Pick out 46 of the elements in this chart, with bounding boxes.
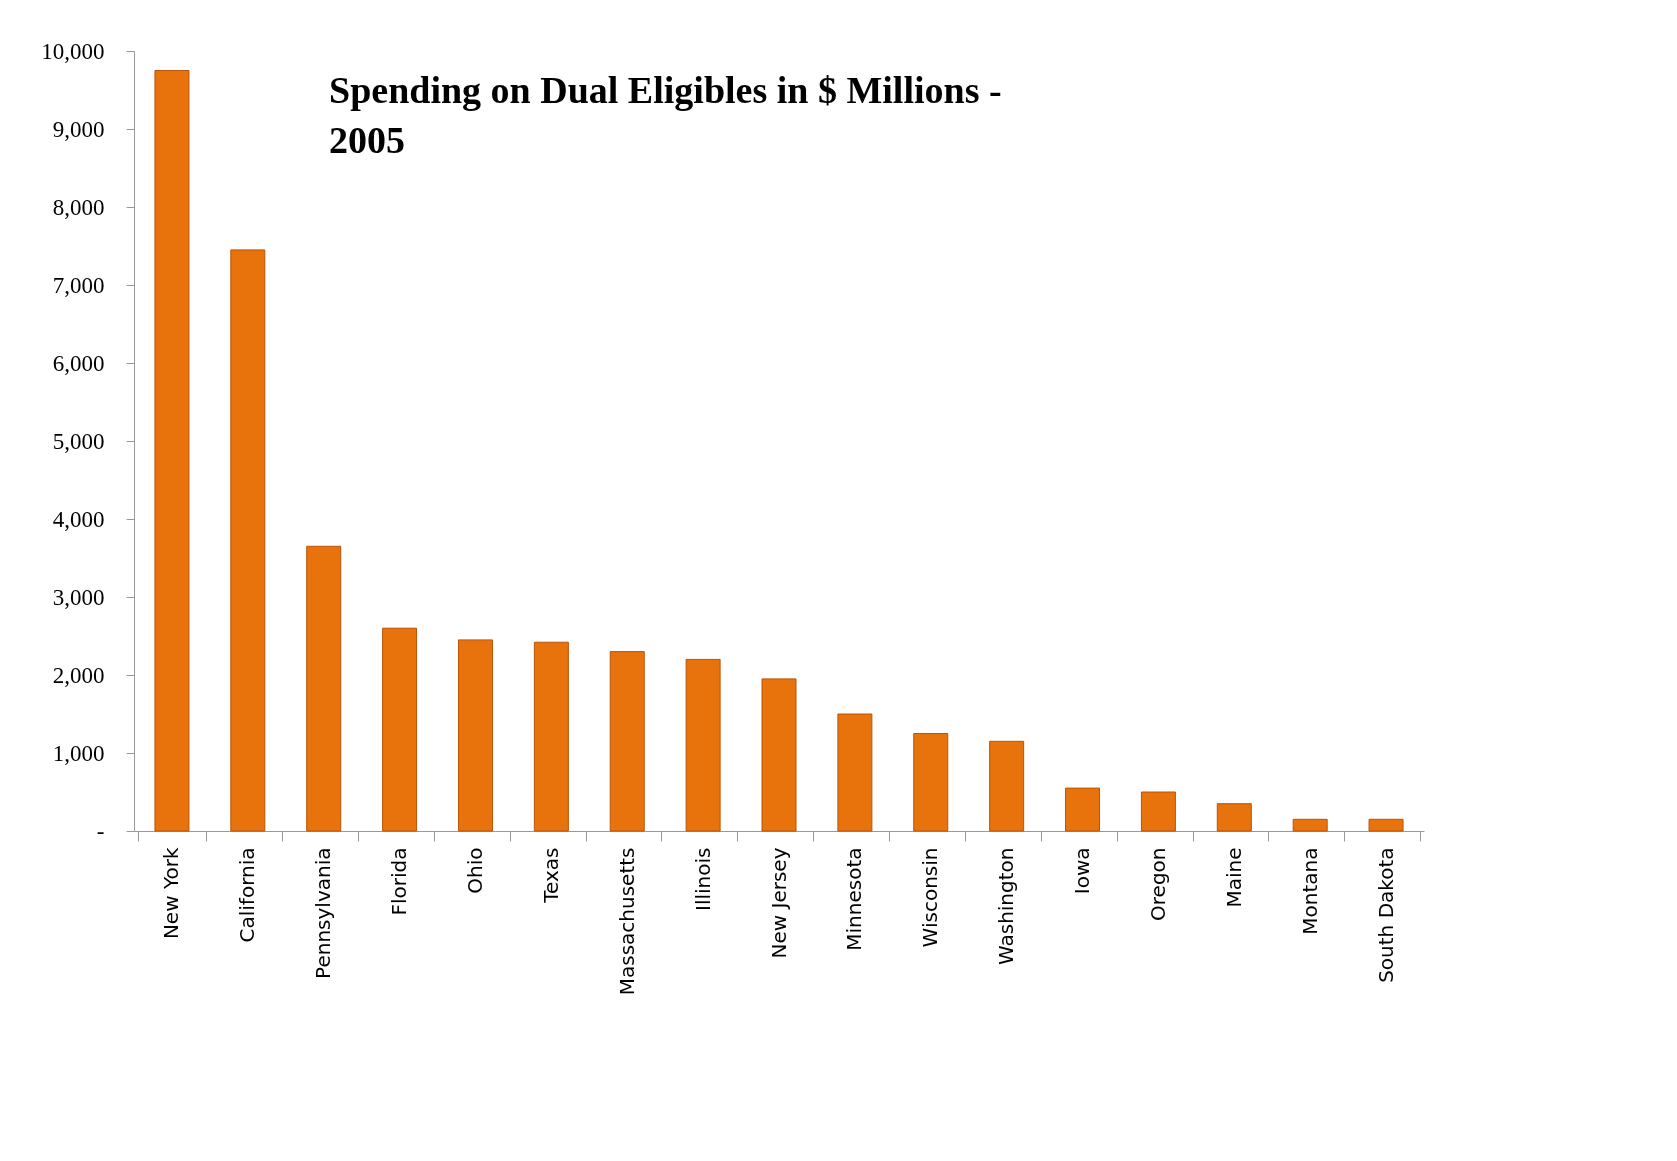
x-tick-label: Florida xyxy=(387,847,412,916)
x-tick-label: Iowa xyxy=(1070,847,1095,895)
bar xyxy=(1065,787,1101,832)
bar xyxy=(609,651,645,832)
x-tick-label: Wisconsin xyxy=(918,847,943,948)
x-tick-label: Washington xyxy=(994,847,1019,966)
y-tick-label: 5,000 xyxy=(52,428,105,454)
x-tick-label: Oregon xyxy=(1145,847,1170,921)
bar xyxy=(382,627,418,832)
y-tick-label: 3,000 xyxy=(52,584,105,610)
bar xyxy=(913,733,949,832)
x-tick-label: Montana xyxy=(1297,847,1322,935)
bar xyxy=(837,713,873,832)
bar xyxy=(154,70,190,832)
bar xyxy=(1292,818,1328,832)
bar xyxy=(1140,791,1176,832)
bar xyxy=(761,678,797,832)
y-tick-label: 1,000 xyxy=(52,740,105,766)
y-tick-label: 8,000 xyxy=(52,194,105,220)
y-tick-label: 7,000 xyxy=(52,272,105,298)
bar xyxy=(1368,818,1404,832)
bar xyxy=(306,545,342,832)
bar xyxy=(685,658,721,832)
x-tick-label: Minnesota xyxy=(842,847,867,951)
bar xyxy=(989,740,1025,832)
x-tick-label: Illinois xyxy=(690,847,715,911)
y-tick-label: 10,000 xyxy=(41,38,105,64)
y-tick-label: 4,000 xyxy=(52,506,105,532)
y-tick-label: 9,000 xyxy=(52,116,105,142)
y-tick-label: - xyxy=(96,818,105,844)
bar xyxy=(533,641,569,832)
x-tick-label: California xyxy=(235,847,260,943)
x-tick-label: Pennsylvania xyxy=(311,847,336,979)
x-tick-label: Texas xyxy=(538,847,563,904)
x-tick-label: South Dakota xyxy=(1373,847,1398,983)
x-tick-label: Maine xyxy=(1221,847,1246,908)
x-tick-label: New York xyxy=(159,847,184,940)
bar xyxy=(1216,803,1252,832)
x-tick-label: Massachusetts xyxy=(614,847,639,996)
bar xyxy=(457,639,493,832)
y-tick-label: 2,000 xyxy=(52,662,105,688)
bar xyxy=(230,249,266,832)
x-tick-label: New Jersey xyxy=(766,847,791,959)
text: Spending on Dual Eligibles in $ Millions - 2005 xyxy=(329,69,1002,161)
y-tick-label: 6,000 xyxy=(52,350,105,376)
x-tick-label: Ohio xyxy=(462,847,487,894)
